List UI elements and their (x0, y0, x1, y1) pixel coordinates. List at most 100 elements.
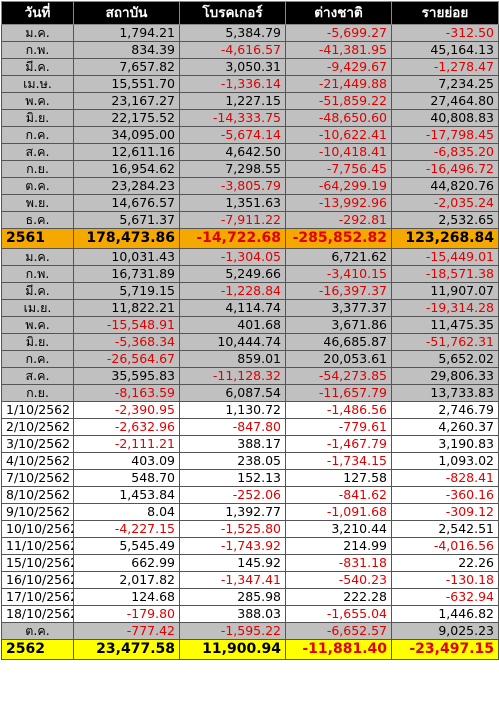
row-label: พ.ค. (1, 316, 74, 334)
broker-value: -4,616.57 (179, 41, 286, 59)
retail-value: -18,571.38 (391, 265, 499, 283)
broker-value: 10,444.74 (179, 333, 286, 351)
header-broker: โบรคเกอร์ (179, 1, 286, 25)
institution-value: 12,611.16 (73, 143, 180, 161)
foreign-value: -51,859.22 (285, 92, 392, 110)
broker-value: 238.05 (179, 452, 286, 470)
row-label: ส.ค. (1, 143, 74, 161)
row-label: 18/10/2562 (1, 605, 74, 623)
table-row: ม.ค. 10,031.43 -1,304.05 6,721.62 -15,449.01 (1, 248, 499, 266)
broker-value: -1,347.41 (179, 571, 286, 589)
foreign-value: 214.99 (285, 537, 392, 555)
table-row: พ.ค. 23,167.27 1,227.15 -51,859.22 27,464.80 (1, 92, 499, 110)
retail-value: -15,449.01 (391, 248, 499, 266)
broker-value: 11,900.94 (179, 639, 286, 660)
table-header: วันที่ สถาบัน โบรคเกอร์ ต่างชาติ รายย่อย (1, 1, 499, 25)
foreign-value: 6,721.62 (285, 248, 392, 266)
broker-value: 6,087.54 (179, 384, 286, 402)
row-label: 2561 (1, 228, 74, 249)
table-row: 18/10/2562 -179.80 388.03 -1,655.04 1,446.82 (1, 605, 499, 623)
row-label: มี.ค. (1, 58, 74, 76)
retail-value: 5,652.02 (391, 350, 499, 368)
foreign-value: -16,397.37 (285, 282, 392, 300)
institution-value: 10,031.43 (73, 248, 180, 266)
institution-value: 662.99 (73, 554, 180, 572)
institution-value: 178,473.86 (73, 228, 180, 249)
table-row: ต.ค. 23,284.23 -3,805.79 -64,299.19 44,820.7… (1, 177, 499, 195)
row-label: ต.ค. (1, 177, 74, 195)
foreign-value: -11,881.40 (285, 639, 392, 660)
broker-value: -1,595.22 (179, 622, 286, 640)
foreign-value: -13,992.96 (285, 194, 392, 212)
institution-value: 34,095.00 (73, 126, 180, 144)
retail-value: 29,806.33 (391, 367, 499, 385)
foreign-value: -3,410.15 (285, 265, 392, 283)
row-label: ก.ค. (1, 350, 74, 368)
table-row: มี.ค. 5,719.15 -1,228.84 -16,397.37 11,907.0… (1, 282, 499, 300)
foreign-value: -1,734.15 (285, 452, 392, 470)
retail-value: -17,798.45 (391, 126, 499, 144)
foreign-value: -779.61 (285, 418, 392, 436)
row-label: เม.ย. (1, 299, 74, 317)
row-label: 8/10/2562 (1, 486, 74, 504)
foreign-value: -540.23 (285, 571, 392, 589)
foreign-value: -10,418.41 (285, 143, 392, 161)
table-row: ต.ค. -777.42 -1,595.22 -6,652.57 9,025.23 (1, 622, 499, 640)
header-foreign: ต่างชาติ (285, 1, 392, 25)
foreign-value: 127.58 (285, 469, 392, 487)
foreign-value: -41,381.95 (285, 41, 392, 59)
retail-value: -309.12 (391, 503, 499, 521)
broker-value: 285.98 (179, 588, 286, 606)
institution-value: -5,368.34 (73, 333, 180, 351)
table-row: 3/10/2562 -2,111.21 388.17 -1,467.79 3,190.8… (1, 435, 499, 453)
row-label: 4/10/2562 (1, 452, 74, 470)
institution-value: 8.04 (73, 503, 180, 521)
broker-value: -1,336.14 (179, 75, 286, 93)
institution-value: 23,167.27 (73, 92, 180, 110)
broker-value: 401.68 (179, 316, 286, 334)
row-label: ก.ย. (1, 160, 74, 178)
retail-value: -19,314.28 (391, 299, 499, 317)
broker-value: -1,743.92 (179, 537, 286, 555)
row-label: ต.ค. (1, 622, 74, 640)
foreign-value: -285,852.82 (285, 228, 392, 249)
broker-value: 5,384.79 (179, 24, 286, 42)
foreign-value: -6,652.57 (285, 622, 392, 640)
foreign-value: 3,210.44 (285, 520, 392, 538)
row-label: ก.พ. (1, 265, 74, 283)
retail-value: 13,733.83 (391, 384, 499, 402)
table-row: ก.ย. 16,954.62 7,298.55 -7,756.45 -16,496.72 (1, 160, 499, 178)
table-row: พ.ค. -15,548.91 401.68 3,671.86 11,475.35 (1, 316, 499, 334)
retail-value: 40,808.83 (391, 109, 499, 127)
table-row: ก.พ. 834.39 -4,616.57 -41,381.95 45,164.13 (1, 41, 499, 59)
broker-value: 1,351.63 (179, 194, 286, 212)
institution-value: 124.68 (73, 588, 180, 606)
retail-value: -632.94 (391, 588, 499, 606)
table-row: เม.ษ. 15,551.70 -1,336.14 -21,449.88 7,234.2… (1, 75, 499, 93)
institution-value: 15,551.70 (73, 75, 180, 93)
foreign-value: -10,622.41 (285, 126, 392, 144)
retail-value: -360.16 (391, 486, 499, 504)
table-row: ส.ค. 35,595.83 -11,128.32 -54,273.85 29,806.… (1, 367, 499, 385)
broker-value: -1,304.05 (179, 248, 286, 266)
row-label: มิ.ย. (1, 109, 74, 127)
retail-value: 1,446.82 (391, 605, 499, 623)
foreign-value: -11,657.79 (285, 384, 392, 402)
institution-value: -777.42 (73, 622, 180, 640)
foreign-value: -9,429.67 (285, 58, 392, 76)
foreign-value: 3,377.37 (285, 299, 392, 317)
broker-value: -252.06 (179, 486, 286, 504)
row-label: พ.ย. (1, 194, 74, 212)
retail-value: 123,268.84 (391, 228, 499, 249)
row-label: 1/10/2562 (1, 401, 74, 419)
table-row: 1/10/2562 -2,390.95 1,130.72 -1,486.56 2,746… (1, 401, 499, 419)
broker-value: -1,228.84 (179, 282, 286, 300)
retail-value: -2,035.24 (391, 194, 499, 212)
institution-value: 7,657.82 (73, 58, 180, 76)
table-row: มิ.ย. -5,368.34 10,444.74 46,685.87 -51,762.… (1, 333, 499, 351)
institution-value: 403.09 (73, 452, 180, 470)
broker-value: 388.03 (179, 605, 286, 623)
table-row: ก.ย. -8,163.59 6,087.54 -11,657.79 13,733.83 (1, 384, 499, 402)
institution-value: -8,163.59 (73, 384, 180, 402)
retail-value: -312.50 (391, 24, 499, 42)
